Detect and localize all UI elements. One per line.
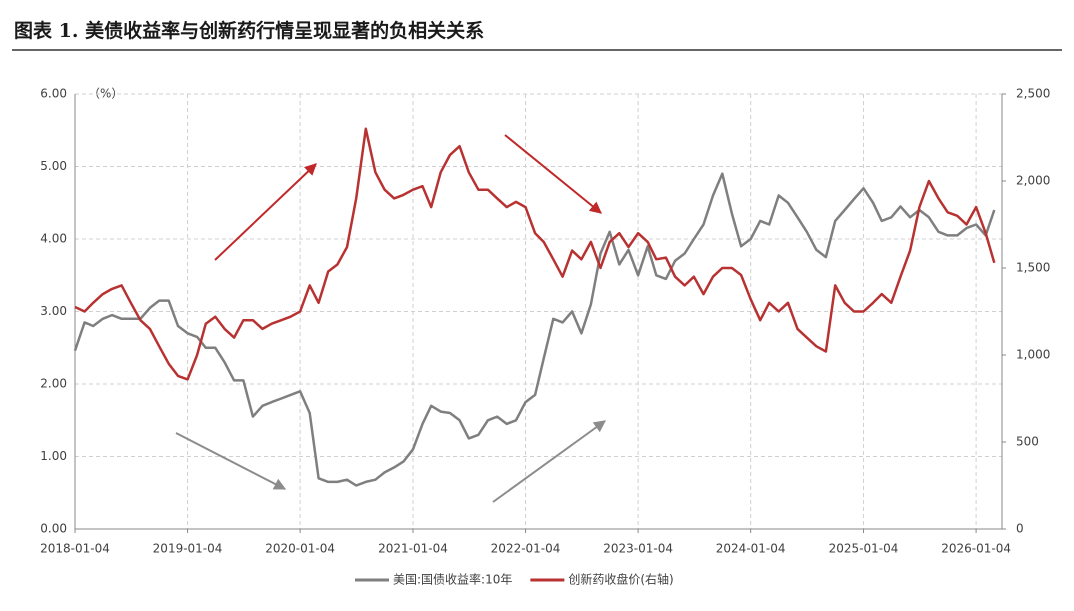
x-tick-label: 2019-01-04: [153, 542, 223, 556]
series-line: [73, 172, 996, 487]
x-tick-label: 2023-01-04: [603, 542, 673, 556]
legend-label: 美国:国债收益率:10年: [393, 572, 512, 587]
y-tick-label: 1.00: [40, 449, 67, 463]
y2-tick-label: 500: [1016, 435, 1039, 449]
y-tick-label: 4.00: [40, 232, 67, 246]
x-tick-label: 2022-01-04: [491, 542, 561, 556]
x-tick-label: 2024-01-04: [716, 542, 786, 556]
y-tick-label: 2.00: [40, 377, 67, 391]
y2-tick-label: 1,000: [1016, 348, 1050, 362]
arrow: [492, 420, 606, 503]
x-tick-label: 2018-01-04: [40, 542, 110, 556]
series-line: [74, 127, 996, 381]
x-tick-label: 2020-01-04: [265, 542, 335, 556]
y-tick-label: 5.00: [40, 159, 67, 173]
y2-tick-label: 2,000: [1016, 174, 1050, 188]
x-tick-label: 2026-01-04: [941, 542, 1011, 556]
legend-label: 创新药收盘价(右轴): [568, 572, 673, 587]
arrow: [175, 432, 287, 490]
chart-title: 图表 1. 美债收益率与创新药行情呈现显著的负相关关系: [14, 19, 484, 42]
x-tick-label: 2025-01-04: [829, 542, 899, 556]
y2-tick-label: 0: [1016, 522, 1024, 536]
x-tick-label: 2021-01-04: [378, 542, 448, 556]
arrow: [214, 163, 317, 261]
y2-tick-label: 1,500: [1016, 261, 1050, 275]
y2-tick-label: 2,500: [1016, 87, 1050, 101]
y-tick-label: 6.00: [40, 87, 67, 101]
plot-area: 0.00 1.00 2.00 3.00 4.00 5.00 6.00 0 500 1,000 1,5…: [40, 87, 1050, 556]
arrow: [504, 134, 602, 214]
y-tick-label: 3.00: [40, 304, 67, 318]
y-tick-label: 0.00: [40, 522, 67, 536]
